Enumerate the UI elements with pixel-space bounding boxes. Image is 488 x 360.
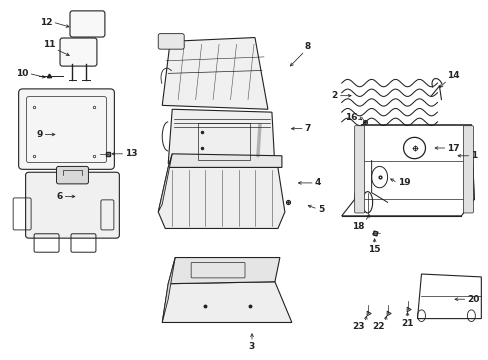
- Text: 5: 5: [317, 204, 324, 213]
- Polygon shape: [162, 37, 267, 109]
- Text: 17: 17: [447, 144, 459, 153]
- Text: 6: 6: [56, 192, 62, 201]
- FancyBboxPatch shape: [354, 126, 364, 213]
- Text: 10: 10: [16, 69, 29, 78]
- Text: 2: 2: [331, 91, 337, 100]
- FancyBboxPatch shape: [463, 126, 472, 213]
- Text: 20: 20: [467, 295, 479, 304]
- Text: 14: 14: [447, 71, 459, 80]
- Text: 23: 23: [351, 323, 364, 332]
- FancyBboxPatch shape: [70, 11, 105, 37]
- Text: 15: 15: [367, 245, 380, 254]
- Text: 7: 7: [304, 124, 310, 133]
- Text: 18: 18: [351, 222, 364, 231]
- Polygon shape: [158, 154, 172, 212]
- Text: 9: 9: [36, 130, 42, 139]
- FancyBboxPatch shape: [57, 166, 88, 184]
- Text: 21: 21: [401, 319, 413, 328]
- Text: 4: 4: [314, 179, 321, 188]
- Text: 11: 11: [43, 40, 56, 49]
- Text: 12: 12: [40, 18, 52, 27]
- FancyBboxPatch shape: [158, 33, 184, 49]
- Text: 8: 8: [304, 42, 310, 51]
- Polygon shape: [168, 154, 281, 167]
- FancyBboxPatch shape: [60, 38, 97, 66]
- Text: 13: 13: [125, 149, 138, 158]
- Text: 16: 16: [345, 113, 357, 122]
- Polygon shape: [168, 257, 279, 284]
- Text: 22: 22: [371, 323, 384, 332]
- Text: 1: 1: [470, 151, 477, 160]
- Polygon shape: [162, 282, 291, 323]
- Polygon shape: [168, 109, 274, 167]
- Text: 19: 19: [397, 179, 409, 188]
- Text: 3: 3: [248, 342, 255, 351]
- Polygon shape: [158, 167, 285, 229]
- FancyBboxPatch shape: [19, 89, 114, 169]
- FancyBboxPatch shape: [25, 172, 119, 238]
- Polygon shape: [162, 257, 175, 323]
